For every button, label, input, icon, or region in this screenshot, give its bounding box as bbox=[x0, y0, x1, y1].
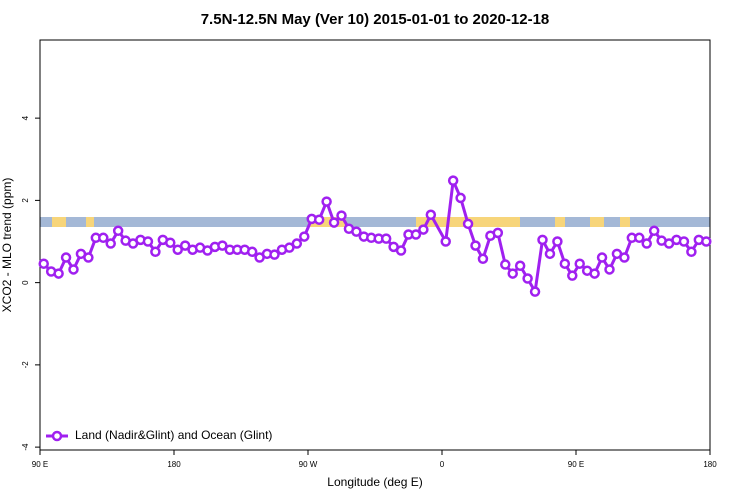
data-point bbox=[574, 258, 585, 269]
land-band bbox=[52, 217, 66, 227]
data-point bbox=[596, 252, 608, 263]
data-point bbox=[552, 236, 563, 247]
land-ocean-band bbox=[40, 217, 710, 227]
data-point bbox=[567, 270, 578, 281]
y-tick-label: 0 bbox=[21, 280, 30, 285]
land-band bbox=[86, 217, 94, 227]
data-point bbox=[544, 248, 556, 260]
x-axis-label: Longitude (deg E) bbox=[327, 475, 422, 489]
data-point bbox=[336, 210, 347, 221]
data-point bbox=[634, 232, 645, 244]
data-point bbox=[60, 252, 72, 263]
data-point bbox=[313, 214, 325, 225]
data-point bbox=[648, 225, 660, 237]
x-tick-label: 180 bbox=[703, 460, 717, 469]
data-point bbox=[380, 233, 392, 244]
data-point bbox=[351, 226, 362, 237]
ocean-band bbox=[40, 217, 710, 227]
data-point bbox=[440, 236, 451, 247]
data-point bbox=[447, 175, 459, 186]
data-point bbox=[395, 245, 407, 256]
data-point bbox=[507, 268, 518, 279]
data-point bbox=[701, 236, 712, 247]
y-tick-label: -2 bbox=[21, 361, 30, 369]
x-tick-label: 180 bbox=[167, 460, 181, 469]
data-point bbox=[477, 253, 489, 265]
data-point bbox=[559, 258, 571, 269]
data-point bbox=[500, 259, 511, 270]
data-point bbox=[589, 268, 600, 279]
x-tick-label: 90 E bbox=[568, 460, 584, 469]
data-point bbox=[537, 234, 548, 246]
land-band bbox=[590, 217, 604, 227]
data-point bbox=[641, 238, 652, 249]
chart-title: 7.5N-12.5N May (Ver 10) 2015-01-01 to 20… bbox=[201, 11, 550, 28]
y-axis-label: XCO2 - MLO trend (ppm) bbox=[0, 178, 14, 313]
data-point bbox=[112, 225, 124, 237]
data-point bbox=[291, 238, 303, 249]
data-point bbox=[462, 218, 474, 230]
data-point bbox=[217, 240, 228, 251]
x-tick-label: 90 E bbox=[32, 460, 48, 469]
data-point bbox=[38, 258, 49, 269]
data-point bbox=[492, 227, 504, 239]
land-band bbox=[308, 217, 346, 227]
data-point bbox=[172, 244, 183, 255]
data-point bbox=[179, 240, 191, 251]
data-point bbox=[284, 242, 295, 253]
legend: Land (Nadir&Glint) and Ocean (Glint) bbox=[46, 428, 272, 442]
data-point bbox=[165, 237, 176, 248]
data-point bbox=[529, 286, 541, 297]
data-point bbox=[604, 264, 615, 275]
data-point bbox=[299, 231, 310, 242]
legend-marker bbox=[51, 430, 63, 442]
data-point bbox=[83, 252, 94, 263]
land-band bbox=[555, 217, 565, 227]
y-tick-label: 4 bbox=[21, 115, 30, 120]
data-point bbox=[470, 240, 481, 251]
data-point bbox=[686, 246, 697, 258]
data-point bbox=[98, 232, 109, 244]
data-point bbox=[425, 209, 437, 221]
data-point bbox=[269, 249, 280, 260]
x-tick-label: 0 bbox=[440, 460, 445, 469]
data-point bbox=[53, 268, 64, 279]
data-point bbox=[142, 236, 154, 247]
land-band bbox=[620, 217, 630, 227]
y-tick-label: -4 bbox=[21, 443, 30, 451]
data-point bbox=[522, 273, 533, 284]
x-tick-label: 90 W bbox=[299, 460, 318, 469]
data-point bbox=[678, 236, 690, 247]
data-point bbox=[246, 246, 258, 258]
data-point bbox=[455, 192, 466, 204]
data-point bbox=[321, 196, 332, 207]
data-point bbox=[105, 238, 116, 249]
data-point bbox=[410, 229, 422, 240]
data-point bbox=[328, 217, 340, 228]
data-point bbox=[418, 224, 429, 235]
data-point bbox=[619, 252, 630, 263]
data-point bbox=[150, 246, 161, 258]
legend-label: Land (Nadir&Glint) and Ocean (Glint) bbox=[75, 428, 272, 442]
data-point bbox=[68, 264, 79, 275]
data-point bbox=[514, 260, 526, 272]
y-tick-label: 2 bbox=[21, 198, 30, 203]
